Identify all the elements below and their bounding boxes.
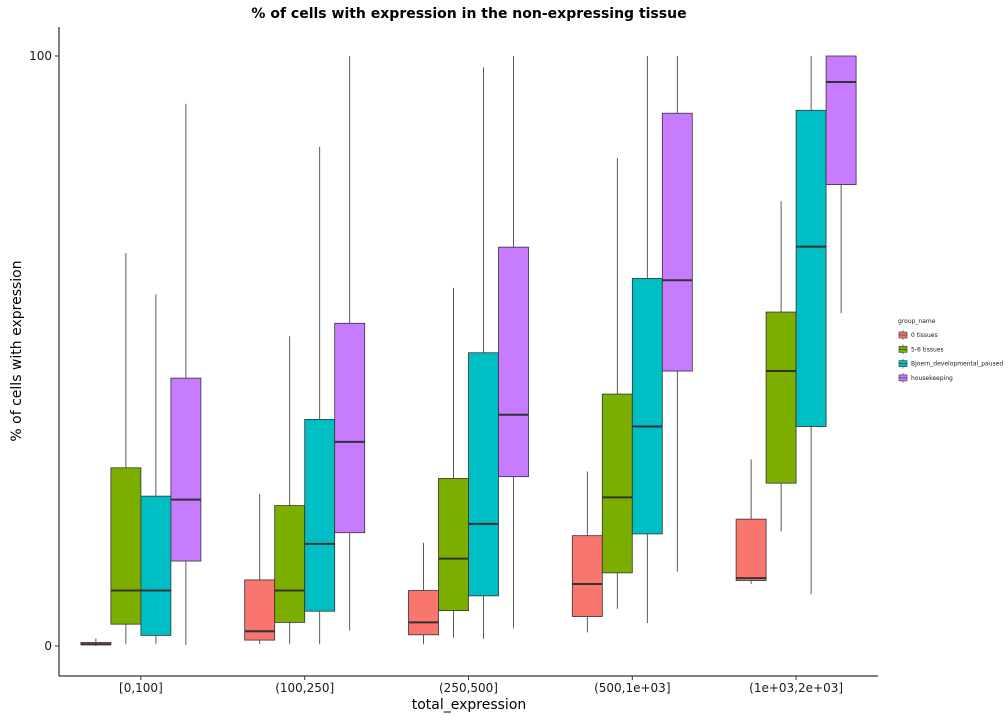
- legend-label: 5-6 tissues: [911, 346, 944, 353]
- box-body: [795, 109, 827, 427]
- box-0-tissues-2: [408, 542, 439, 645]
- box-body: [498, 246, 529, 478]
- legend-item: housekeeping: [898, 372, 953, 383]
- axes: 0 100 [0,100] (100,250] (250,500] (500,1e+03]…: [29, 27, 878, 695]
- legend-item: Bjoern_developmental_paused: [898, 358, 1003, 369]
- chart-title: % of cells with expression in the non-ex…: [251, 6, 686, 22]
- box-body: [110, 467, 142, 625]
- box-body: [631, 278, 663, 535]
- legend: group_name 0 tissues 5-6 tissues Bjoern_de…: [898, 318, 1003, 383]
- box-5-6-tissues-4: [765, 201, 797, 532]
- box-body: [304, 419, 336, 612]
- box-body: [438, 478, 469, 612]
- box-0-tissues-4: [735, 459, 767, 585]
- legend-label: 0 tissues: [911, 332, 938, 339]
- box-5-6-tissues-3: [601, 158, 633, 609]
- box-bjoern-developmental-paused-2: [468, 67, 499, 639]
- box-0-tissues-3: [571, 471, 603, 633]
- x-tick-label: (500,1e+03]: [594, 681, 670, 695]
- box-body: [140, 495, 172, 636]
- box-housekeeping-2: [498, 56, 529, 629]
- legend-item: 0 tissues: [898, 330, 938, 340]
- y-axis-title: % of cells with expression: [9, 260, 25, 441]
- box-body: [334, 322, 366, 534]
- box-body: [170, 377, 202, 562]
- y-tick-label: 100: [29, 49, 52, 63]
- box-0-tissues-1: [244, 493, 276, 645]
- plot-area: [80, 55, 857, 646]
- box-body: [274, 505, 306, 623]
- box-housekeeping-3: [661, 56, 693, 572]
- box-housekeeping-0: [170, 103, 202, 645]
- box-body: [735, 518, 767, 581]
- x-tick-label: (100,250]: [275, 681, 334, 695]
- box-housekeeping-4: [825, 55, 857, 314]
- box-5-6-tissues-1: [274, 336, 306, 645]
- box-body: [244, 579, 276, 641]
- box-body: [765, 311, 797, 484]
- y-tick-label: 0: [44, 639, 52, 653]
- x-tick-label: (1e+03,2e+03]: [749, 681, 843, 695]
- box-5-6-tissues-0: [110, 253, 142, 645]
- box-body: [408, 590, 439, 636]
- x-axis-title: total_expression: [412, 697, 527, 713]
- box-body: [825, 55, 857, 186]
- x-tick-label: [0,100]: [119, 681, 163, 695]
- legend-items: 0 tissues 5-6 tissues Bjoern_developmental…: [898, 330, 1003, 383]
- box-bjoern-developmental-paused-4: [795, 56, 827, 595]
- box-bjoern-developmental-paused-3: [631, 56, 663, 623]
- legend-item: 5-6 tissues: [898, 344, 944, 355]
- box-bjoern-developmental-paused-0: [140, 294, 172, 645]
- box-0-tissues-0: [80, 638, 112, 646]
- legend-label: housekeeping: [911, 375, 953, 382]
- box-body: [571, 535, 603, 617]
- box-5-6-tissues-2: [438, 287, 469, 638]
- box-body: [661, 112, 693, 372]
- box-body: [468, 352, 499, 597]
- box-body: [601, 393, 633, 574]
- box-bjoern-developmental-paused-1: [304, 146, 336, 645]
- legend-label: Bjoern_developmental_paused: [911, 361, 1003, 368]
- x-tick-label: (250,500]: [439, 681, 498, 695]
- legend-title: group_name: [898, 318, 936, 325]
- box-housekeeping-1: [334, 56, 366, 631]
